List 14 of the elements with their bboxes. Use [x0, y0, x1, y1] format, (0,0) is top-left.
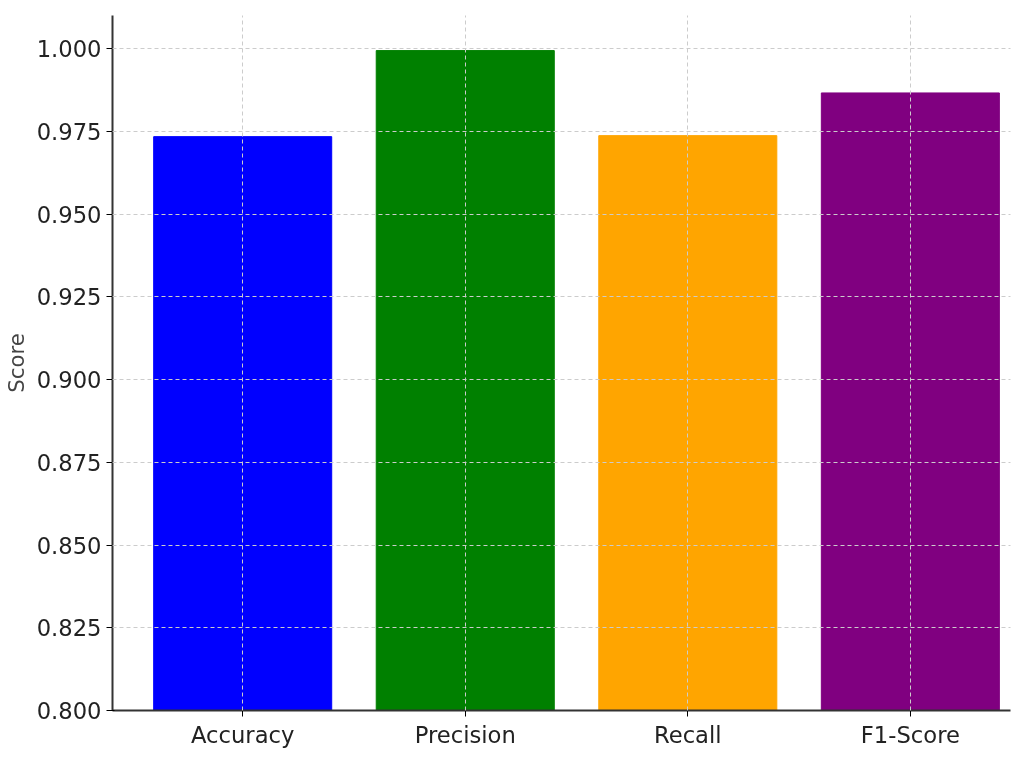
y-tick-label: 0.800 [36, 698, 102, 724]
y-tick-label: 0.825 [36, 615, 102, 642]
y-tick-label: 0.975 [36, 118, 102, 145]
y-axis-title: Score [3, 333, 29, 393]
x-tick-label: Recall [654, 721, 722, 748]
y-tick-label: 0.875 [36, 449, 102, 476]
x-tick-label: Precision [414, 721, 516, 748]
y-tick-label: 0.925 [36, 284, 102, 311]
y-tick-label: 0.950 [36, 201, 102, 228]
y-tick-label: 0.900 [36, 367, 102, 394]
y-tick-label: 1.000 [36, 36, 102, 63]
x-tick-label: Accuracy [190, 721, 295, 748]
y-tick-label: 0.850 [36, 532, 102, 559]
x-tick-label: F1-Score [860, 721, 960, 748]
